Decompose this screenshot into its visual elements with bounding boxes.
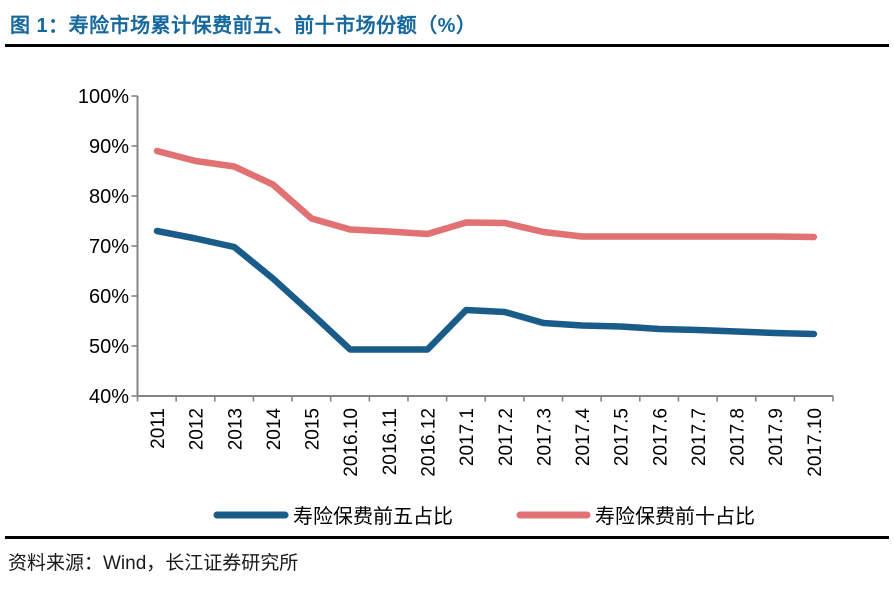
x-axis-tick-label: 2017.9 — [766, 408, 787, 466]
line-chart: 100% 90% 80% 70% 60% 50% 40% 2011 2012 2013 2014 20… — [78, 86, 834, 528]
x-axis-tick-label: 2015 — [303, 408, 324, 450]
x-axis-tick-label: 2017.6 — [650, 408, 671, 466]
source-row: 资料来源：Wind，长江证券研究所 — [0, 539, 894, 575]
figure-header: 图 1：寿险市场累计保费前五、前十市场份额（%） — [0, 0, 894, 44]
y-axis-tick-label: 50% — [89, 336, 129, 358]
x-axis-tick-label: 2016.10 — [341, 408, 362, 477]
x-axis-tick-label: 2013 — [225, 408, 246, 450]
x-axis-tick-label: 2017.8 — [728, 408, 749, 466]
x-axis-tick-label: 2017.7 — [689, 408, 710, 466]
series-line-top10 — [153, 147, 818, 241]
y-axis-tick-label: 70% — [89, 236, 129, 258]
x-axis-tick-label: 2016.11 — [380, 408, 401, 475]
x-axis-tick-label: 2017.2 — [496, 408, 517, 466]
series-line-top5 — [153, 227, 818, 353]
chart-title: 图 1：寿险市场累计保费前五、前十市场份额（%） — [10, 15, 477, 37]
x-axis-tick-label: 2014 — [264, 408, 285, 451]
x-axis-tick-label: 2016.12 — [418, 408, 439, 477]
legend-label-top10: 寿险保费前十占比 — [595, 505, 755, 528]
title-separator-rule — [5, 44, 889, 47]
y-axis-tick-label: 80% — [89, 186, 129, 208]
x-axis-tick-label: 2017.10 — [805, 408, 826, 477]
legend-label-top5: 寿险保费前五占比 — [293, 505, 453, 528]
x-axis-tick-label: 2012 — [187, 408, 208, 450]
x-axis-tick-label: 2011 — [148, 408, 169, 449]
footer-separator-rule — [5, 536, 889, 539]
x-axis-tick-label: 2017.1 — [457, 408, 478, 466]
y-axis-tick-label: 60% — [89, 286, 129, 308]
x-axis-tick-label: 2017.3 — [534, 408, 555, 466]
chart-area: 100% 90% 80% 70% 60% 50% 40% 2011 2012 2013 2014 20… — [0, 47, 894, 536]
source-text: 资料来源：Wind，长江证券研究所 — [8, 553, 299, 574]
y-axis-tick-label: 40% — [89, 386, 129, 408]
y-axis-tick-label: 90% — [89, 136, 129, 158]
y-axis-tick-label: 100% — [78, 86, 129, 108]
x-axis-tick-label: 2017.5 — [612, 408, 633, 466]
x-axis-tick-label: 2017.4 — [573, 408, 594, 467]
